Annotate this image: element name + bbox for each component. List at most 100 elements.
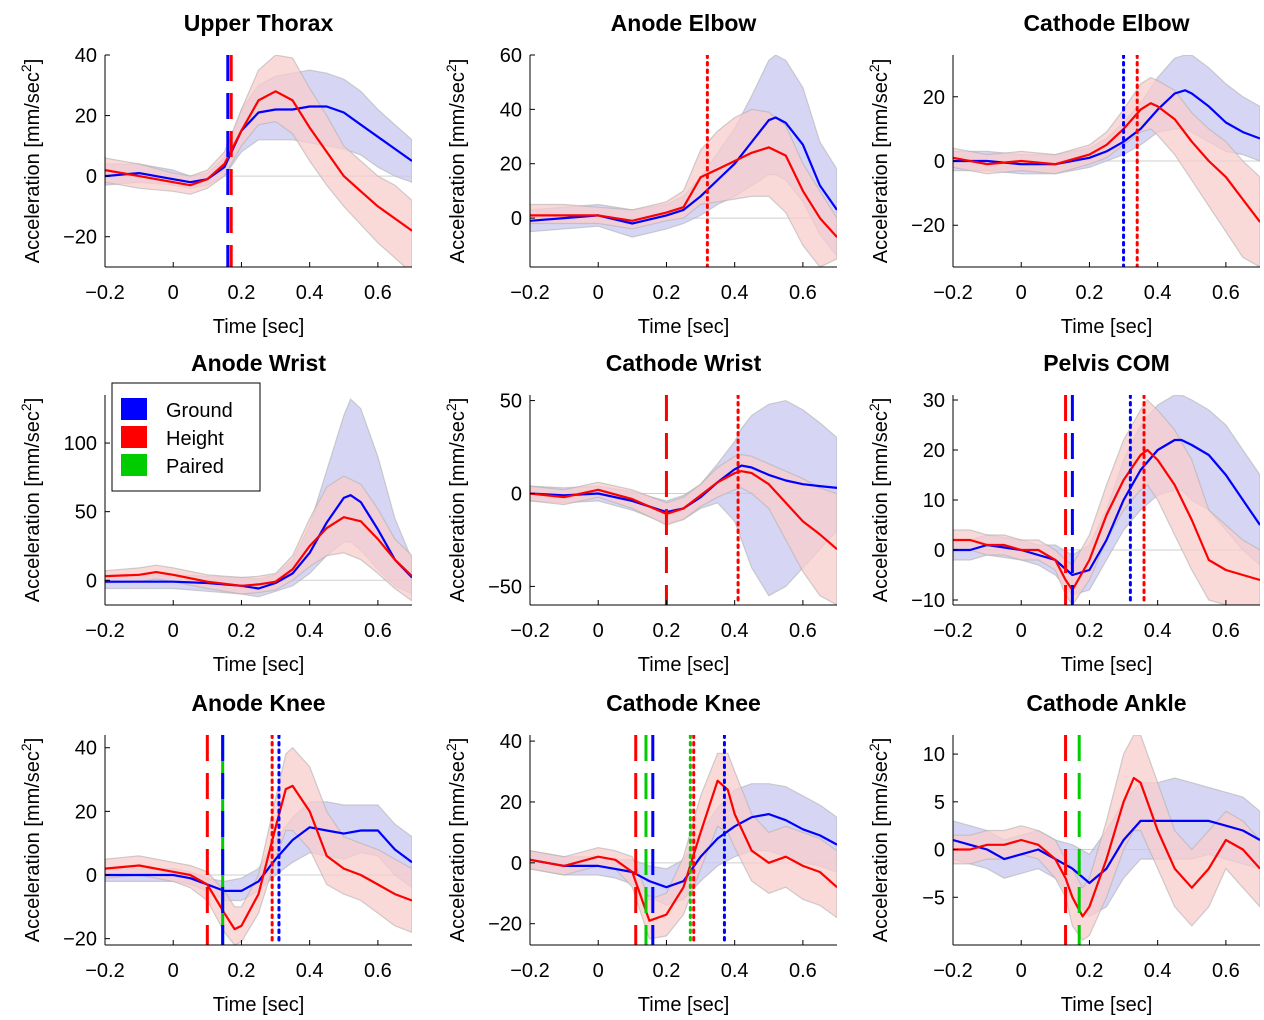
x-tick-label: 0.6 <box>789 620 817 642</box>
line-ground <box>953 89 1260 166</box>
y-tick-label: 0 <box>511 208 522 230</box>
y-tick-label: −5 <box>922 887 945 909</box>
chart-title: Cathode Elbow <box>1023 10 1189 36</box>
x-tick-label: 0.4 <box>1144 282 1172 304</box>
legend-swatch-paired <box>121 454 147 476</box>
chart-title: Cathode Ankle <box>1026 690 1186 716</box>
x-tick-label: 0 <box>168 282 179 304</box>
y-tick-label: −20 <box>911 215 945 237</box>
y-tick-label: 20 <box>75 801 97 823</box>
y-tick-label: −20 <box>63 227 97 249</box>
y-tick-label: 40 <box>75 45 97 67</box>
x-tick-label: 0.4 <box>296 620 324 642</box>
x-tick-label: 0 <box>168 960 179 982</box>
x-tick-label: −0.2 <box>510 620 549 642</box>
plot-area <box>105 398 412 602</box>
chart-title: Pelvis COM <box>1043 350 1170 376</box>
band-height <box>105 475 412 602</box>
legend-swatch-height <box>121 426 147 448</box>
x-tick-label: 0.6 <box>1212 282 1240 304</box>
y-tick-label: 20 <box>923 440 945 462</box>
line-height <box>105 90 412 232</box>
plot-area <box>530 395 837 605</box>
x-axis-label: Time [sec] <box>1061 994 1153 1016</box>
x-axis-label: Time [sec] <box>213 654 305 676</box>
line-height <box>953 448 1260 592</box>
y-axis-label: Acceleration [mm/sec2] <box>18 59 44 264</box>
x-tick-label: 0.2 <box>1076 960 1104 982</box>
plot-area <box>953 395 1260 605</box>
y-tick-label: 60 <box>500 45 522 67</box>
x-axis-label: Time [sec] <box>213 994 305 1016</box>
x-tick-label: 0.6 <box>789 960 817 982</box>
x-tick-label: 0.4 <box>721 960 749 982</box>
line-height <box>105 516 412 587</box>
band-height <box>530 752 837 940</box>
panel-pelvis-com: −0.2 0 0.2 0.4 0.6 −10 0 10 20 30 Pelvis COM Time [… <box>866 350 1260 676</box>
x-tick-label: −0.2 <box>510 960 549 982</box>
y-tick-label: 0 <box>86 865 97 887</box>
y-axis-label: Acceleration [mm/sec2] <box>443 398 469 603</box>
y-tick-label: 40 <box>75 738 97 760</box>
y-tick-label: 20 <box>500 154 522 176</box>
line-ground <box>105 105 412 184</box>
y-tick-label: 0 <box>934 151 945 173</box>
line-height <box>953 102 1260 223</box>
x-tick-label: 0.4 <box>296 282 324 304</box>
x-tick-label: 0.6 <box>789 282 817 304</box>
x-axis-label: Time [sec] <box>1061 316 1153 338</box>
y-tick-label: 50 <box>75 502 97 524</box>
y-tick-label: 40 <box>500 99 522 121</box>
y-tick-label: 50 <box>500 391 522 413</box>
x-tick-label: 0.6 <box>1212 620 1240 642</box>
y-axis-label: Acceleration [mm/sec2] <box>443 738 469 943</box>
line-height <box>530 146 837 238</box>
panel-cathode-knee: −0.2 0 0.2 0.4 0.6 −20 0 20 40 Cathode Knee Time [… <box>443 690 837 1016</box>
y-tick-label: 100 <box>64 433 97 455</box>
plot-area <box>530 55 837 267</box>
x-tick-label: 0 <box>593 282 604 304</box>
band-height <box>953 735 1260 942</box>
x-tick-label: 0 <box>1016 960 1027 982</box>
legend: Ground Height Paired <box>111 382 261 492</box>
y-tick-label: 20 <box>923 87 945 109</box>
x-tick-label: 0.2 <box>228 960 256 982</box>
line-ground <box>530 464 837 514</box>
chart-title: Anode Elbow <box>611 10 757 36</box>
y-tick-label: 30 <box>923 390 945 412</box>
y-axis-label: Acceleration [mm/sec2] <box>18 398 44 603</box>
panel-anode-knee: −0.2 0 0.2 0.4 0.6 −20 0 20 40 Anode Knee Time [se… <box>18 690 412 1016</box>
x-tick-label: −0.2 <box>510 282 549 304</box>
legend-label-height: Height <box>166 428 224 450</box>
x-tick-label: 0.2 <box>1076 282 1104 304</box>
x-axis-label: Time [sec] <box>213 316 305 338</box>
y-tick-label: −10 <box>911 590 945 612</box>
panel-anode-wrist: −0.2 0 0.2 0.4 0.6 0 50 100 Anode Wrist Time [sec… <box>18 350 412 676</box>
y-tick-label: −20 <box>63 929 97 951</box>
x-tick-label: −0.2 <box>85 620 124 642</box>
band-height <box>105 746 412 945</box>
y-tick-label: 40 <box>500 731 522 753</box>
legend-swatch-ground <box>121 398 147 420</box>
x-tick-label: 0 <box>168 620 179 642</box>
x-tick-label: 0.6 <box>364 960 392 982</box>
chart-title: Anode Knee <box>191 690 325 716</box>
y-tick-label: 20 <box>75 106 97 128</box>
x-tick-label: 0 <box>593 960 604 982</box>
band-height <box>530 453 837 605</box>
y-axis-label: Acceleration [mm/sec2] <box>866 398 892 603</box>
x-tick-label: 0.2 <box>653 960 681 982</box>
legend-label-ground: Ground <box>166 400 233 422</box>
y-axis-label: Acceleration [mm/sec2] <box>443 59 469 264</box>
y-tick-label: 0 <box>934 540 945 562</box>
x-tick-label: −0.2 <box>85 282 124 304</box>
y-tick-label: 5 <box>934 792 945 814</box>
panel-anode-elbow: −0.2 0 0.2 0.4 0.6 0 20 40 60 Anode Elbow Time [se… <box>443 10 837 338</box>
y-axis-label: Acceleration [mm/sec2] <box>866 59 892 264</box>
legend-label-paired: Paired <box>166 456 224 478</box>
y-tick-label: 20 <box>500 792 522 814</box>
plot-area <box>953 735 1260 945</box>
y-tick-label: 10 <box>923 490 945 512</box>
x-tick-label: 0 <box>1016 620 1027 642</box>
